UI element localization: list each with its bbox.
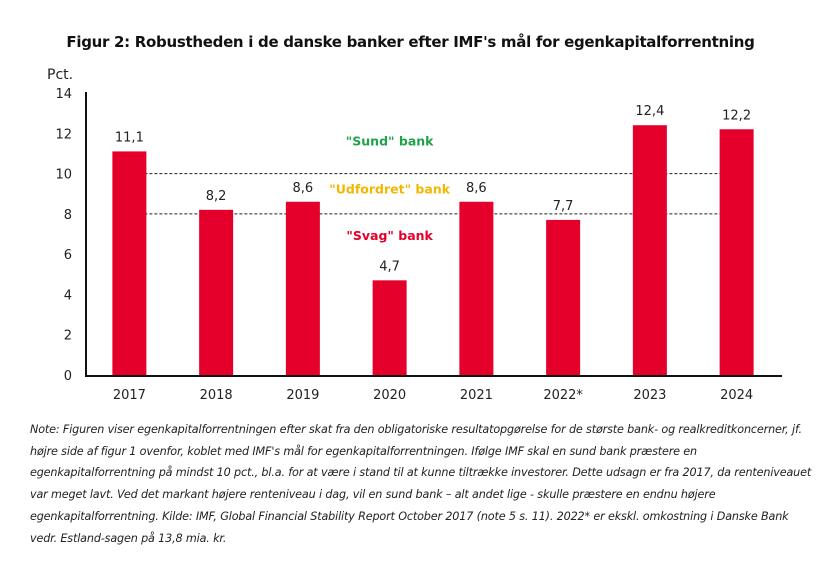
y-tick-label: 12 [55,127,72,142]
bar-value-label: 12,2 [722,108,751,123]
bar [459,201,494,375]
x-tick-label: 2019 [286,388,319,403]
chart-title: Figur 2: Robustheden i de danske banker … [66,33,755,51]
bar-value-label: 4,7 [379,259,400,274]
zone-annotation: "Udfordret" bank [329,182,451,197]
y-tick-label: 0 [64,369,72,384]
bar [112,151,147,375]
x-tick-label: 2024 [720,388,753,403]
y-axis-label: Pct. [47,67,73,83]
y-tick-label: 2 [64,329,72,344]
bar [199,209,234,375]
y-tick-label: 14 [55,87,72,102]
x-tick-label: 2023 [633,388,666,403]
x-tick-label: 2022* [543,388,583,403]
bar-value-label: 8,6 [293,181,314,196]
figure-note: Note: Figuren viser egenkapitalforrentni… [30,423,812,545]
bar-value-label: 7,7 [553,199,574,214]
y-tick-label: 8 [64,208,72,223]
bar [719,129,754,375]
bar [546,219,581,375]
zone-annotation: "Svag" bank [346,228,433,243]
y-tick-label: 6 [64,248,72,263]
x-tick-label: 2018 [200,388,233,403]
value-labels: 11,1 8,2 8,6 4,7 8,6 7,7 12,4 12,2 [115,104,751,274]
bar [632,125,667,375]
bar-chart: Pct. 0 2 4 6 8 10 12 14 11,1 8,2 8,6 4,7 8,6 7,7 12,4… [47,67,782,403]
y-tick-label: 10 [55,168,72,183]
zone-annotations: "Sund" bank "Udfordret" bank "Svag" bank [329,133,451,243]
bar-value-label: 8,2 [206,189,227,204]
bar-value-label: 12,4 [635,104,664,119]
x-tick-label: 2017 [113,388,146,403]
zone-annotation: "Sund" bank [346,133,434,148]
bars [112,125,754,375]
y-axis-ticks: 0 2 4 6 8 10 12 14 [55,87,72,384]
x-axis-labels: 2017 2018 2019 2020 2021 2022* 2023 2024 [113,388,753,403]
x-tick-label: 2020 [373,388,406,403]
bar [372,280,407,375]
bar-value-label: 11,1 [115,130,144,145]
x-tick-label: 2021 [460,388,493,403]
y-tick-label: 4 [64,288,72,303]
bar-value-label: 8,6 [466,181,487,196]
bar [285,201,320,375]
